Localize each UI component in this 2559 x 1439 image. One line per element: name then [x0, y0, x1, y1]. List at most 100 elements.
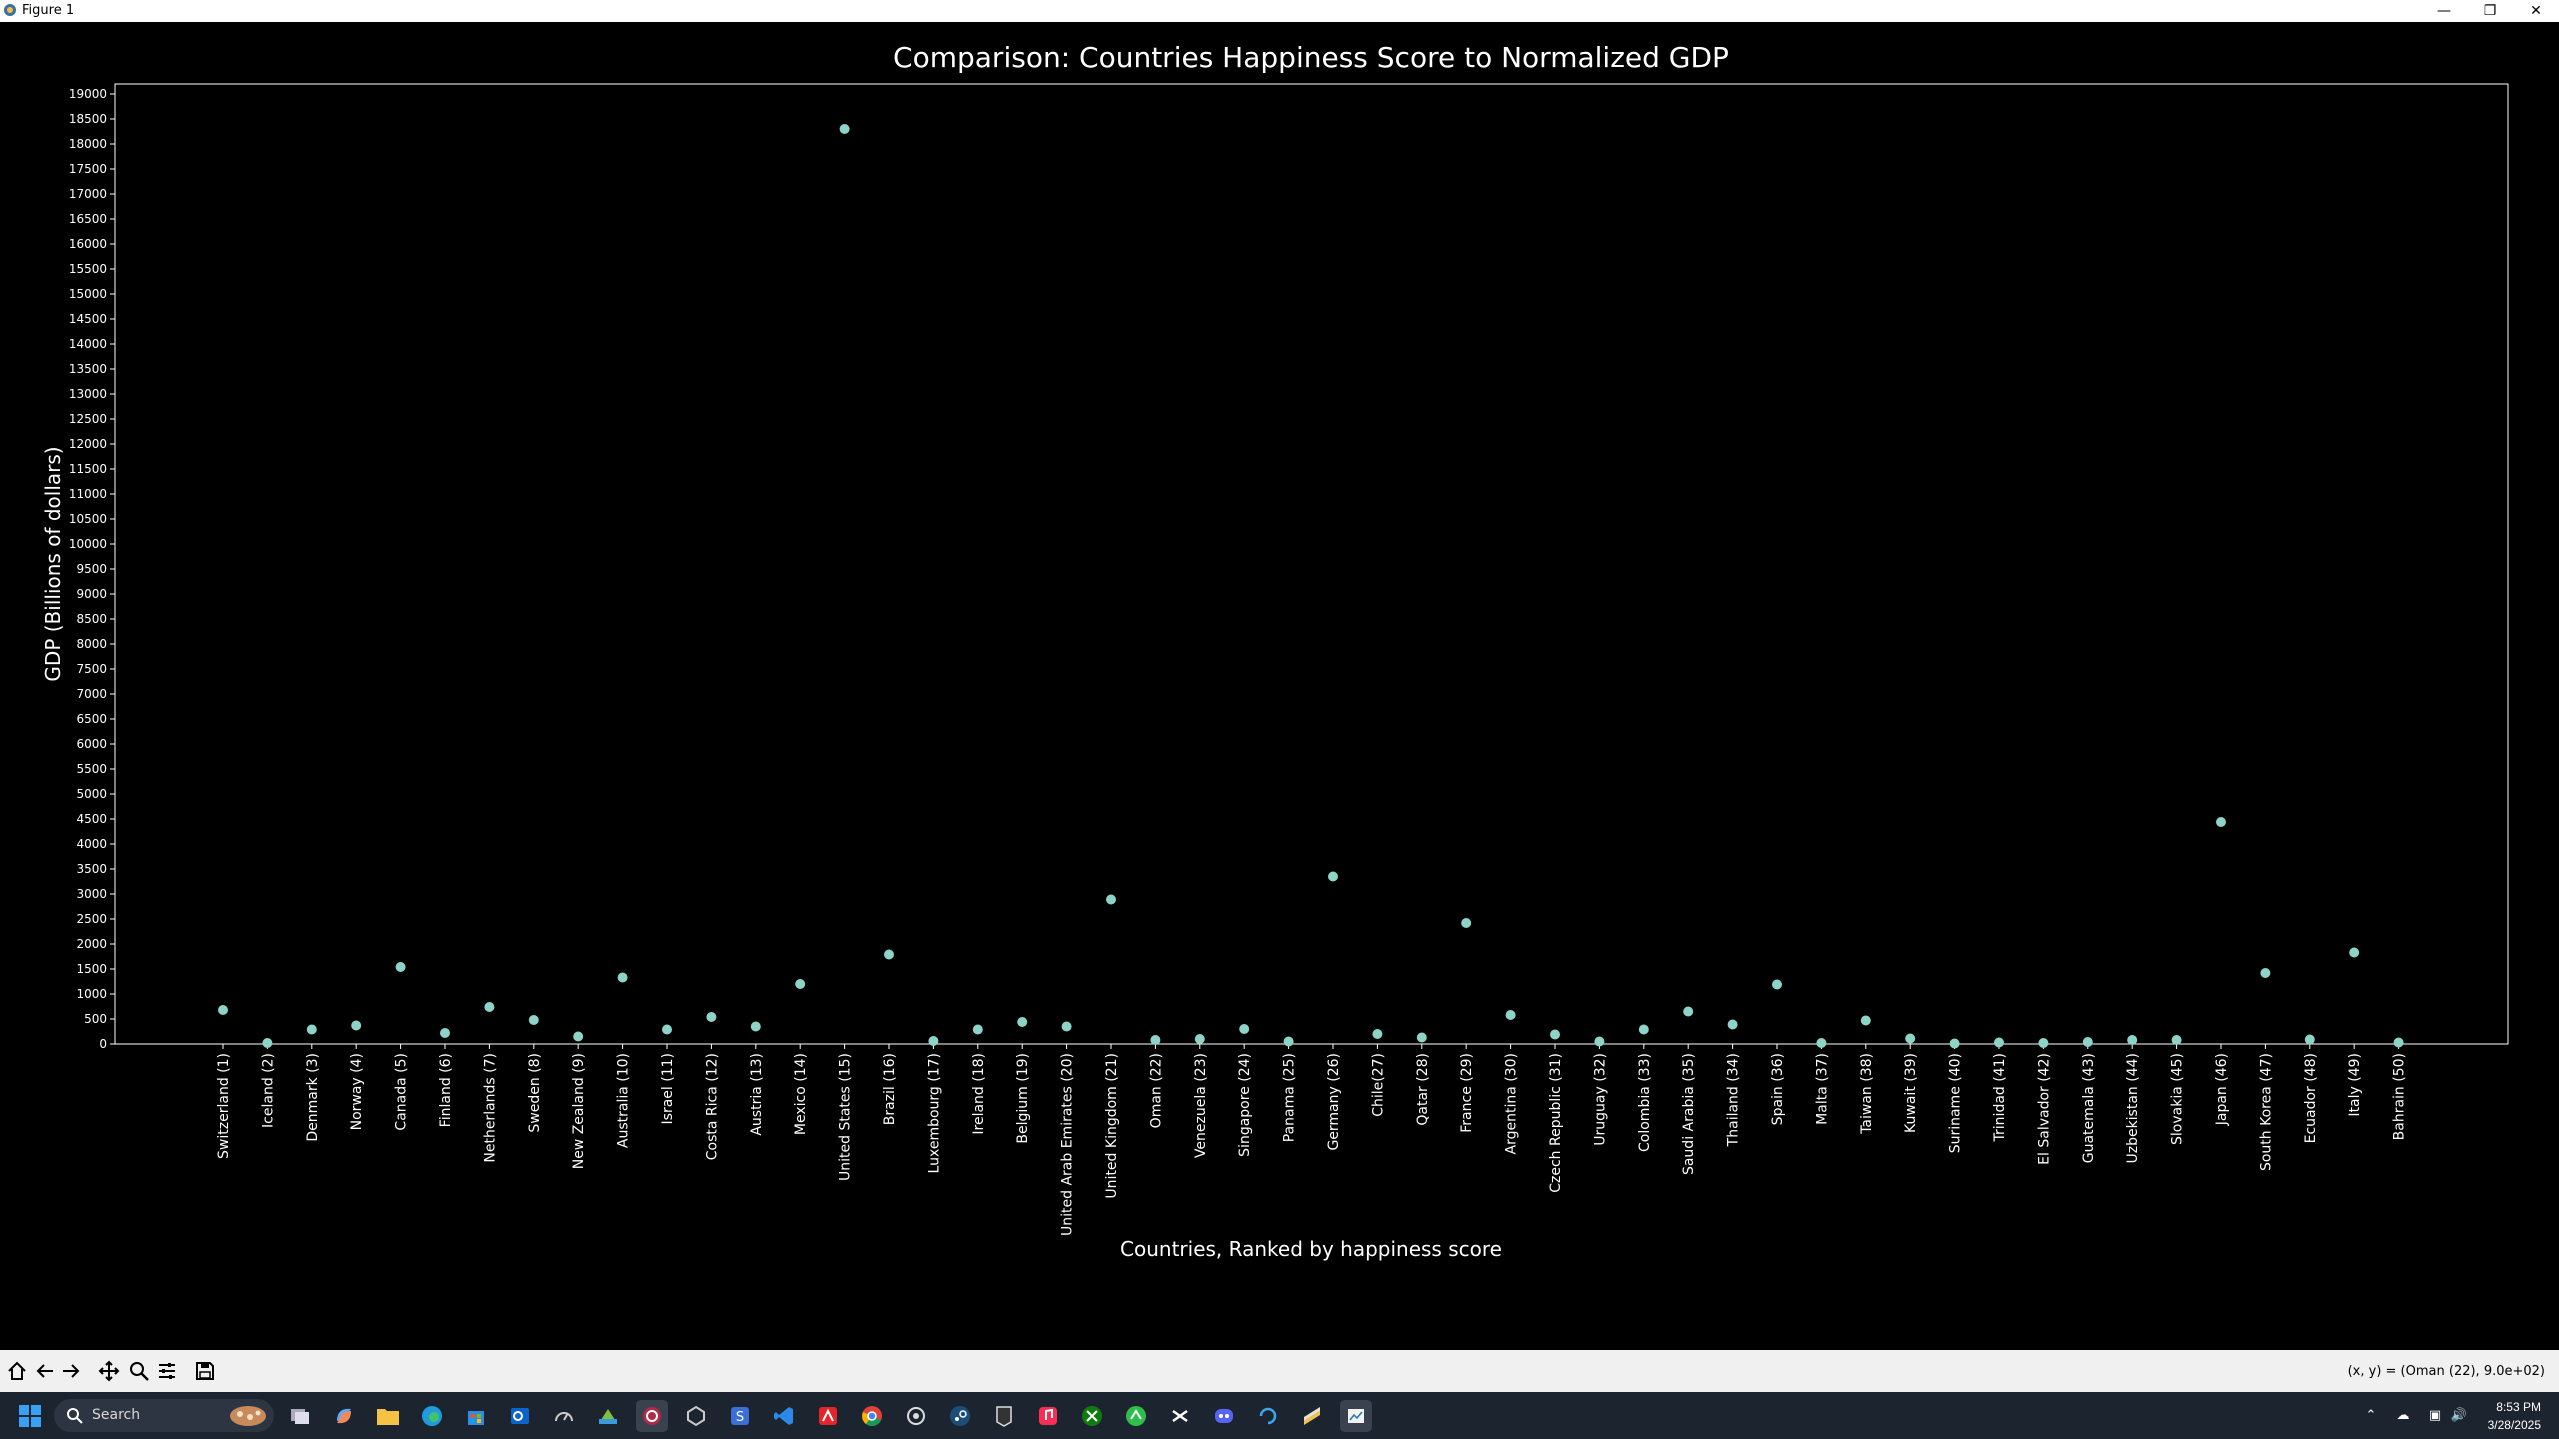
- sublime-icon[interactable]: S: [724, 1400, 756, 1432]
- store-icon[interactable]: [460, 1400, 492, 1432]
- pan-button[interactable]: [96, 1358, 122, 1384]
- system-clock[interactable]: 8:53 PM 3/28/2025: [2488, 1398, 2541, 1434]
- data-point: [1860, 1015, 1871, 1026]
- data-point: [1416, 1032, 1427, 1043]
- data-point: [1328, 871, 1338, 882]
- chrome-icon[interactable]: [856, 1400, 888, 1432]
- chevron-up-icon[interactable]: ⌃: [2365, 1407, 2377, 1423]
- data-point: [1550, 1029, 1560, 1040]
- game-app-icon[interactable]: [1120, 1400, 1152, 1432]
- network-cloud-icon[interactable]: ☁: [2396, 1407, 2410, 1423]
- display-icon[interactable]: ▣: [2428, 1407, 2442, 1423]
- data-point: [1283, 1036, 1294, 1047]
- data-point: [795, 979, 806, 989]
- scatter-chart: Comparison: Countries Happiness Score to…: [41, 41, 2509, 1261]
- epic-games-icon[interactable]: [988, 1400, 1020, 1432]
- x-tick-label: Suriname (40): [1948, 1053, 1964, 1153]
- steam-alt-icon[interactable]: [900, 1400, 932, 1432]
- search-icon: [67, 1408, 83, 1424]
- x-tick-label: Slovakia (45): [2170, 1053, 2186, 1145]
- acrobat-icon[interactable]: [812, 1400, 844, 1432]
- x-tick-label: Argentina (30): [1504, 1053, 1520, 1154]
- save-button[interactable]: [192, 1358, 218, 1384]
- zoom-button[interactable]: [126, 1358, 152, 1384]
- y-tick-label: 15000: [69, 287, 107, 301]
- x-tick-label: Qatar (28): [1415, 1053, 1431, 1126]
- edge-icon[interactable]: [416, 1400, 448, 1432]
- swirl-app-icon[interactable]: [1252, 1400, 1284, 1432]
- x-tick-label: Uruguay (32): [1592, 1053, 1608, 1146]
- x-tick-label: Switzerland (1): [216, 1053, 232, 1159]
- data-point: [1194, 1034, 1205, 1044]
- file-explorer-icon[interactable]: [372, 1400, 404, 1432]
- steam-icon[interactable]: [944, 1400, 976, 1432]
- x-tick-label: Finland (6): [438, 1053, 454, 1127]
- python-figure-icon[interactable]: [1340, 1400, 1372, 1432]
- restore-button[interactable]: ❐: [2483, 3, 2497, 19]
- y-tick-label: 8000: [76, 637, 107, 651]
- x-tick-label: Colombia (33): [1637, 1053, 1653, 1152]
- x-tick-label: Japan (46): [2214, 1053, 2230, 1126]
- pan-icon: [98, 1360, 120, 1382]
- x-tick-label: Sweden (8): [527, 1053, 543, 1133]
- data-point: [1949, 1038, 1960, 1049]
- data-point: [1061, 1021, 1072, 1032]
- data-point: [573, 1031, 584, 1042]
- y-tick-label: 3500: [76, 862, 107, 876]
- copilot-icon[interactable]: [328, 1400, 360, 1432]
- data-point: [2038, 1038, 2049, 1048]
- x-tick-label: Austria (13): [749, 1053, 765, 1136]
- active-app-icon[interactable]: [636, 1400, 668, 1432]
- x-tick-label: Norway (4): [349, 1053, 365, 1130]
- back-button[interactable]: [32, 1358, 58, 1384]
- y-tick-label: 13000: [69, 387, 107, 401]
- x-axis-label: Countries, Ranked by happiness score: [1120, 1237, 1502, 1261]
- configure-button[interactable]: [154, 1358, 180, 1384]
- close-button[interactable]: ✕: [2530, 3, 2542, 19]
- forward-button[interactable]: [58, 1358, 84, 1384]
- xbox-icon[interactable]: [1076, 1400, 1108, 1432]
- capcut-icon[interactable]: [1164, 1400, 1196, 1432]
- discord-icon[interactable]: [1208, 1400, 1240, 1432]
- app-folder-icon[interactable]: [592, 1400, 624, 1432]
- data-point: [1372, 1029, 1383, 1039]
- x-tick-label: Trinidad (41): [1992, 1053, 2008, 1142]
- window-title: Figure 1: [22, 3, 75, 18]
- unity-icon[interactable]: [680, 1400, 712, 1432]
- svg-text:S: S: [736, 1410, 744, 1425]
- x-tick-label: Spain (36): [1770, 1053, 1786, 1125]
- x-tick-label: Thailand (34): [1726, 1053, 1742, 1147]
- notes-app-icon[interactable]: [1296, 1400, 1328, 1432]
- y-tick-label: 16500: [69, 212, 107, 226]
- outlook-icon[interactable]: [504, 1400, 536, 1432]
- y-tick-label: 14000: [69, 337, 107, 351]
- figure-canvas[interactable]: Comparison: Countries Happiness Score to…: [0, 22, 2559, 1350]
- y-tick-label: 12000: [69, 437, 107, 451]
- minimize-button[interactable]: —: [2437, 3, 2451, 19]
- music-icon[interactable]: [1032, 1400, 1064, 1432]
- x-tick-label: Uzbekistan (44): [2125, 1053, 2141, 1164]
- x-tick-label: El Salvador (42): [2036, 1053, 2052, 1165]
- save-icon: [196, 1362, 214, 1380]
- home-icon: [8, 1361, 26, 1380]
- taskbar-search[interactable]: Search: [54, 1399, 274, 1432]
- task-view-icon[interactable]: [284, 1400, 316, 1432]
- data-point: [1905, 1033, 1916, 1044]
- data-point: [1683, 1006, 1694, 1017]
- data-point: [2082, 1037, 2093, 1047]
- x-tick-label: Brazil (16): [882, 1053, 898, 1125]
- volume-icon[interactable]: 🔊: [2450, 1407, 2468, 1423]
- home-button[interactable]: [4, 1358, 30, 1384]
- data-point: [395, 962, 406, 972]
- x-tick-label: Taiwan (38): [1859, 1053, 1875, 1135]
- data-point: [972, 1024, 983, 1035]
- y-tick-label: 17000: [69, 187, 107, 201]
- data-point: [617, 972, 628, 983]
- windows-taskbar: Search S ⌃ ☁ ▣ 🔊 8:53 PM 3/28/2025: [0, 1392, 2559, 1439]
- speedometer-icon[interactable]: [548, 1400, 580, 1432]
- y-tick-label: 0: [99, 1037, 107, 1051]
- data-point: [839, 124, 850, 134]
- y-tick-label: 8500: [76, 612, 107, 626]
- start-button[interactable]: [14, 1400, 46, 1432]
- vscode-icon[interactable]: [768, 1400, 800, 1432]
